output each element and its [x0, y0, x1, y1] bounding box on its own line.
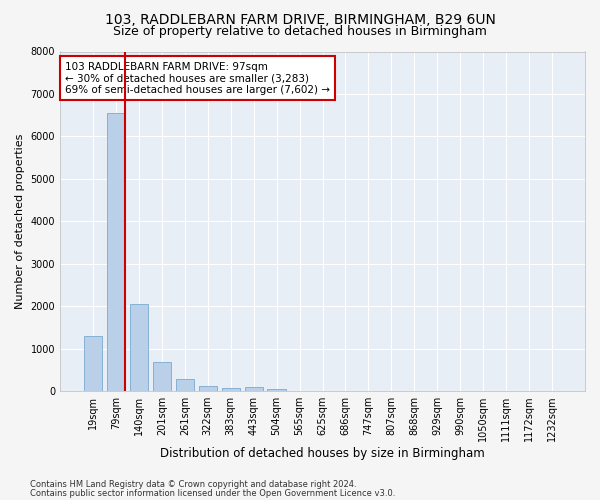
Bar — [199, 386, 217, 391]
Text: 103 RADDLEBARN FARM DRIVE: 97sqm
← 30% of detached houses are smaller (3,283)
69: 103 RADDLEBARN FARM DRIVE: 97sqm ← 30% o… — [65, 62, 330, 95]
Text: Contains HM Land Registry data © Crown copyright and database right 2024.: Contains HM Land Registry data © Crown c… — [30, 480, 356, 489]
Bar — [130, 304, 148, 391]
Bar — [84, 336, 102, 391]
Text: Size of property relative to detached houses in Birmingham: Size of property relative to detached ho… — [113, 25, 487, 38]
Bar — [176, 379, 194, 391]
Bar — [268, 389, 286, 391]
Bar — [153, 362, 171, 391]
Bar — [245, 387, 263, 391]
X-axis label: Distribution of detached houses by size in Birmingham: Distribution of detached houses by size … — [160, 447, 485, 460]
Text: Contains public sector information licensed under the Open Government Licence v3: Contains public sector information licen… — [30, 489, 395, 498]
Bar — [107, 113, 125, 391]
Text: 103, RADDLEBARN FARM DRIVE, BIRMINGHAM, B29 6UN: 103, RADDLEBARN FARM DRIVE, BIRMINGHAM, … — [104, 12, 496, 26]
Bar — [221, 388, 240, 391]
Y-axis label: Number of detached properties: Number of detached properties — [15, 134, 25, 309]
